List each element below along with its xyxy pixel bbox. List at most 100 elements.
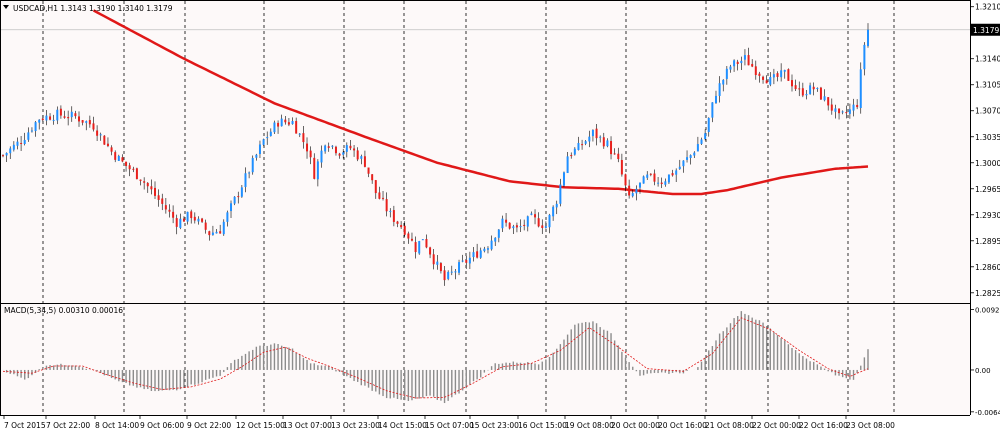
- candle-body: [657, 182, 660, 184]
- candle-body: [392, 210, 395, 222]
- candle-body: [841, 111, 844, 113]
- candle-body: [143, 181, 146, 183]
- candle-body: [566, 156, 569, 174]
- current-price-tag-box: [971, 23, 1000, 36]
- candle-body: [595, 128, 598, 139]
- candle-body: [769, 77, 772, 85]
- candle-body: [425, 239, 428, 248]
- candle-body: [700, 139, 703, 144]
- candle-body: [711, 102, 714, 118]
- candle-body: [606, 140, 609, 147]
- candle-body: [179, 218, 182, 228]
- candle-body: [389, 210, 392, 212]
- candle-body: [443, 270, 446, 281]
- symbol-dropdown[interactable]: USDCAD,H1 1.3143 1.3190 1.3140 1.3179: [3, 4, 173, 13]
- candle-body: [548, 214, 551, 228]
- candle-body: [403, 225, 406, 235]
- candle-body: [233, 196, 236, 204]
- y-tick-label: 1.3035: [975, 133, 1000, 142]
- candle-body: [334, 146, 337, 154]
- candle-body: [287, 122, 290, 125]
- vertical-grid: [42, 1, 895, 415]
- candle-body: [584, 141, 587, 144]
- candle-body: [696, 144, 699, 152]
- x-tick-label: 9 Oct 22:00: [187, 421, 231, 430]
- y-tick-label: 1.2895: [975, 237, 1000, 246]
- candle-body: [197, 218, 200, 222]
- candle-body: [52, 119, 55, 121]
- candle-body: [5, 152, 8, 156]
- y-tick-label: 1.2860: [975, 263, 1000, 272]
- candle-body: [139, 179, 142, 181]
- candle-body: [211, 232, 214, 235]
- candle-body: [306, 143, 309, 152]
- candle-body: [168, 209, 171, 212]
- candle-body: [128, 165, 131, 170]
- candle-body: [215, 231, 218, 234]
- candle-body: [562, 172, 565, 186]
- candle-body: [342, 152, 345, 155]
- candle-body: [526, 216, 529, 227]
- candle-body: [834, 108, 837, 112]
- candle-body: [244, 173, 247, 188]
- candle-body: [686, 157, 689, 160]
- candle-body: [248, 172, 251, 174]
- candle-body: [2, 155, 4, 157]
- candle-body: [273, 122, 276, 133]
- candle-body: [193, 216, 196, 221]
- candle-body: [501, 218, 504, 229]
- candle-body: [512, 226, 515, 229]
- candle-body: [103, 135, 106, 145]
- candle-body: [70, 111, 73, 118]
- x-tick-label: 23 Oct 08:00: [846, 421, 895, 430]
- candle-body: [812, 86, 815, 90]
- candle-body: [150, 186, 153, 190]
- candle-body: [856, 104, 859, 108]
- y-tick-label: 1.3070: [975, 107, 1000, 116]
- candle-body: [541, 225, 544, 229]
- candle-body: [385, 199, 388, 212]
- candle-body: [331, 145, 334, 147]
- candle-body: [222, 221, 225, 235]
- candle-body: [827, 97, 830, 106]
- candle-body: [345, 145, 348, 152]
- candle-body: [78, 116, 81, 122]
- candle-body: [591, 129, 594, 137]
- candle-body: [486, 248, 489, 250]
- candle-body: [714, 95, 717, 104]
- candle-body: [667, 174, 670, 183]
- candle-body: [544, 226, 547, 228]
- candle-body: [117, 156, 120, 161]
- candle-body: [602, 137, 605, 147]
- dropdown-triangle-icon[interactable]: [3, 5, 9, 9]
- candle-body: [378, 192, 381, 199]
- candle-body: [12, 144, 15, 150]
- candle-body: [523, 224, 526, 226]
- y-tick-label: 1.3105: [975, 81, 1000, 90]
- candle-body: [56, 109, 59, 121]
- candle-body: [327, 146, 330, 148]
- candle-body: [693, 152, 696, 156]
- candle-body: [859, 69, 862, 109]
- candle-body: [447, 271, 450, 279]
- candle-body: [472, 252, 475, 258]
- candle-body: [483, 248, 486, 252]
- candle-body: [599, 136, 602, 138]
- candle-body: [356, 150, 359, 160]
- candle-body: [190, 211, 193, 219]
- x-tick-label: 8 Oct 14:00: [95, 421, 139, 430]
- macd-axis-ticks: 0.00927 0.00 -0.00642: [970, 307, 1000, 417]
- candle-body: [671, 173, 674, 176]
- candle-body: [429, 247, 432, 255]
- candle-body: [125, 161, 128, 166]
- candle-body: [515, 225, 518, 228]
- candle-body: [718, 83, 721, 96]
- candle-body: [555, 203, 558, 208]
- candle-body: [660, 182, 663, 185]
- candle-body: [204, 222, 207, 230]
- candle-body: [624, 174, 627, 186]
- candle-body: [175, 218, 178, 227]
- x-tick-label: 13 Oct 23:00: [331, 421, 380, 430]
